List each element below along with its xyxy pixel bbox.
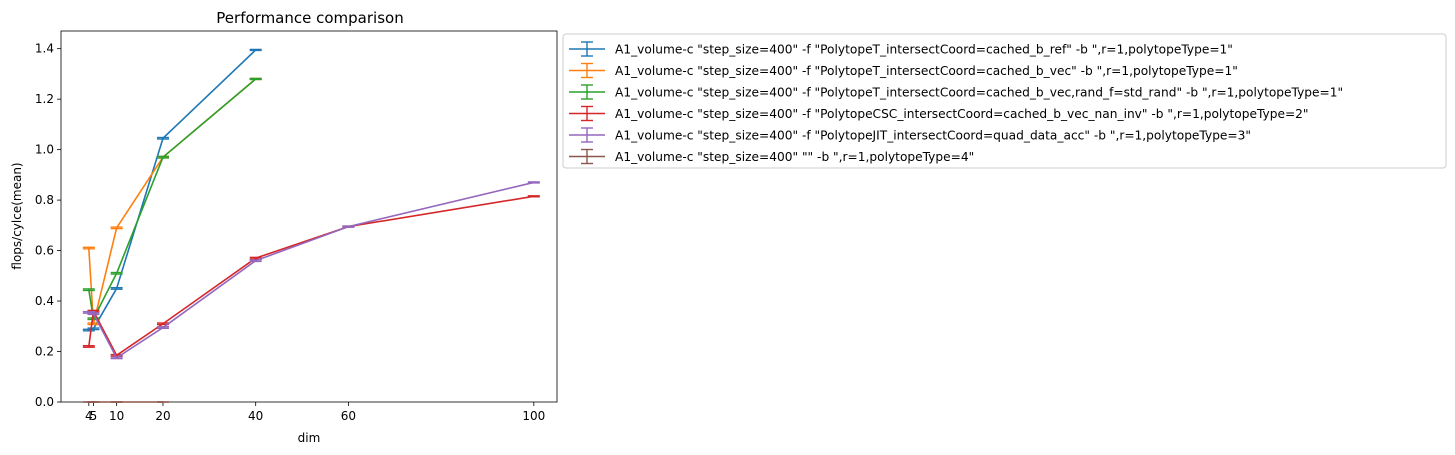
series-layer <box>82 48 540 403</box>
x-tick-label: 5 <box>90 409 98 423</box>
error-bar <box>156 155 169 159</box>
plot-frame <box>60 30 558 403</box>
series-3 <box>82 77 262 321</box>
legend-entry: A1_volume-c "step_size=400" -f "Polytope… <box>569 62 1238 79</box>
series-4 <box>82 195 540 357</box>
legend-entry: A1_volume-c "step_size=400" "" -b ",r=1,… <box>569 148 974 165</box>
x-tick-label: 100 <box>522 409 545 423</box>
x-tick-label: 60 <box>341 409 356 423</box>
error-bar <box>110 286 123 290</box>
y-tick-label: 0.6 <box>35 244 54 258</box>
series-line <box>88 78 257 320</box>
chart-title: Performance comparison <box>216 9 403 27</box>
legend-label: A1_volume-c "step_size=400" -f "Polytope… <box>615 129 1251 143</box>
error-bar <box>87 327 100 331</box>
error-bar <box>156 136 169 140</box>
y-axis-label: flops/cylce(mean) <box>10 162 24 269</box>
error-bar <box>82 345 95 348</box>
legend-label: A1_volume-c "step_size=400" -f "Polytope… <box>615 64 1238 78</box>
legend-label: A1_volume-c "step_size=400" "" -b ",r=1,… <box>615 150 974 164</box>
error-bar <box>87 312 100 316</box>
legend: A1_volume-c "step_size=400" -f "Polytope… <box>562 33 1447 169</box>
error-bar <box>527 181 540 184</box>
legend-label: A1_volume-c "step_size=400" -f "Polytope… <box>615 107 1309 121</box>
legend-label: A1_volume-c "step_size=400" -f "Polytope… <box>615 86 1343 100</box>
y-tick-label: 1.0 <box>35 143 54 157</box>
x-tick-label: 4 <box>85 409 93 423</box>
legend-label: A1_volume-c "step_size=400" -f "Polytope… <box>615 43 1233 57</box>
legend-entry: A1_volume-c "step_size=400" -f "Polytope… <box>569 41 1233 57</box>
y-tick-label: 0.0 <box>35 395 54 409</box>
y-tick-label: 0.2 <box>35 345 54 359</box>
error-bar <box>156 326 169 330</box>
error-bar <box>110 226 123 230</box>
x-tick-label: 10 <box>109 409 124 423</box>
legend-entry: A1_volume-c "step_size=400" -f "Polytope… <box>569 105 1309 122</box>
plot-area: 45 10 20 40 60 100 0.0 0.2 0.4 0.6 0.8 1.0 1.2 1.4 <box>35 30 558 423</box>
error-bar <box>249 259 262 263</box>
legend-frame <box>562 33 1447 169</box>
series-5 <box>82 181 540 360</box>
y-axis-ticks: 0.0 0.2 0.4 0.6 0.8 1.0 1.2 1.4 <box>35 42 61 409</box>
y-tick-label: 0.8 <box>35 193 54 207</box>
series-line <box>88 181 535 359</box>
legend-items: A1_volume-c "step_size=400" -f "Polytope… <box>569 41 1343 165</box>
error-bar <box>110 356 123 360</box>
x-axis-label: dim <box>298 431 321 445</box>
x-tick-label: 40 <box>248 409 263 423</box>
error-bar <box>249 77 262 81</box>
error-bar <box>82 288 95 292</box>
y-tick-label: 1.4 <box>35 42 54 56</box>
legend-entry: A1_volume-c "step_size=400" -f "Polytope… <box>569 127 1251 143</box>
y-tick-label: 0.4 <box>35 294 54 308</box>
x-tick-label: 20 <box>155 409 170 423</box>
error-bar <box>110 271 123 275</box>
error-bar <box>342 225 355 228</box>
legend-entry: A1_volume-c "step_size=400" -f "Polytope… <box>569 84 1343 100</box>
error-bar <box>527 195 540 198</box>
error-bar <box>249 48 262 52</box>
x-axis-ticks: 45 10 20 40 60 100 <box>85 402 545 423</box>
error-bar <box>82 246 95 250</box>
y-tick-label: 1.2 <box>35 92 54 106</box>
series-1 <box>82 48 262 332</box>
